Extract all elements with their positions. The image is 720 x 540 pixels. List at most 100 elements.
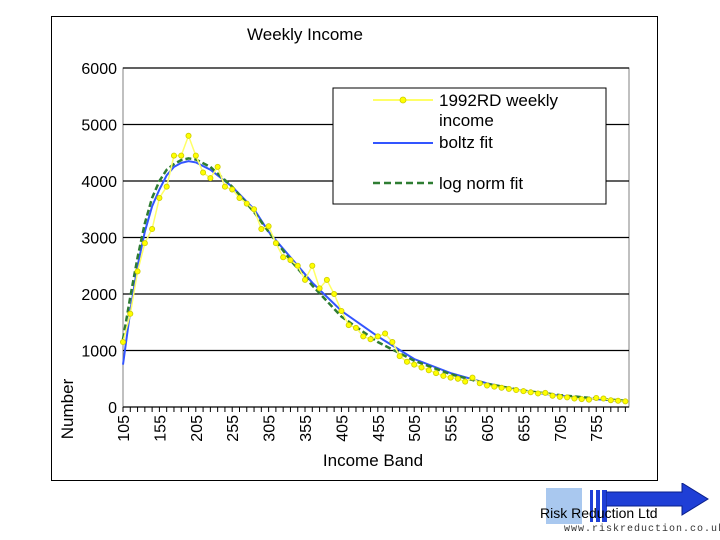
data-point <box>498 384 505 391</box>
data-point <box>520 388 527 395</box>
data-point <box>156 194 163 201</box>
data-point <box>491 383 498 390</box>
data-point <box>600 395 607 402</box>
data-point <box>534 390 541 397</box>
logo-square <box>546 488 582 524</box>
data-point <box>564 394 571 401</box>
data-point <box>622 398 629 405</box>
line-chart: 0 1000 2000 3000 4000 5000 6000 105 155 205 255 305… <box>58 25 630 470</box>
data-point <box>163 183 170 190</box>
data-point <box>556 393 563 400</box>
data-point <box>236 194 243 201</box>
data-point <box>425 367 432 374</box>
data-point <box>294 262 301 269</box>
x-tick-label: 355 <box>298 415 315 442</box>
data-point <box>345 322 352 329</box>
data-point <box>229 186 236 193</box>
data-point <box>265 223 272 230</box>
data-point <box>287 257 294 264</box>
data-point <box>302 276 309 283</box>
data-point <box>585 396 592 403</box>
data-point <box>360 333 367 340</box>
y-tick-label: 3000 <box>81 231 117 248</box>
data-point <box>484 382 491 389</box>
data-point <box>578 396 585 403</box>
arrow-right-icon[interactable] <box>606 483 710 523</box>
company-name: Risk Reduction Ltd <box>540 505 658 521</box>
x-tick-label: 255 <box>225 415 242 442</box>
data-point <box>382 330 389 337</box>
x-tick-label: 305 <box>262 415 279 442</box>
legend-marker <box>399 96 407 104</box>
y-tick-label: 0 <box>108 400 117 417</box>
data-point <box>476 380 483 387</box>
data-point <box>323 276 330 283</box>
data-point <box>374 333 381 340</box>
data-point <box>243 200 250 207</box>
data-point <box>549 392 556 399</box>
data-point <box>178 152 185 159</box>
data-point <box>185 132 192 139</box>
data-point <box>403 358 410 365</box>
data-point <box>447 374 454 381</box>
data-point <box>192 152 199 159</box>
data-point <box>469 374 476 381</box>
data-point <box>411 361 418 368</box>
data-point <box>505 385 512 392</box>
data-point <box>272 240 279 247</box>
logo-bars <box>590 490 607 522</box>
data-point <box>389 339 396 346</box>
data-point <box>352 324 359 331</box>
x-tick-label: 505 <box>407 415 424 442</box>
data-point <box>513 387 520 394</box>
x-tick-label: 655 <box>516 415 533 442</box>
series-line <box>122 133 626 403</box>
company-url: www.riskreduction.co.uk <box>564 524 720 535</box>
data-point <box>258 226 265 233</box>
y-tick-label: 2000 <box>81 287 117 304</box>
data-point <box>214 163 221 170</box>
y-tick-label: 6000 <box>81 61 117 78</box>
data-point <box>338 307 345 314</box>
legend-label: log norm fit <box>439 174 523 193</box>
x-tick-label: 455 <box>371 415 388 442</box>
data-point <box>462 378 469 385</box>
legend-label: boltz fit <box>439 133 493 152</box>
data-point <box>331 290 338 297</box>
y-tick-label: 1000 <box>81 344 117 361</box>
data-point <box>127 310 134 317</box>
x-tick-label: 705 <box>553 415 570 442</box>
legend-label: 1992RD weekly income <box>439 91 559 130</box>
chart-frame: 0 1000 2000 3000 4000 5000 6000 105 155 205 255 305… <box>51 16 658 481</box>
data-point <box>280 254 287 261</box>
data-point <box>170 152 177 159</box>
data-point <box>440 372 447 379</box>
data-point <box>418 364 425 371</box>
data-point <box>221 183 228 190</box>
x-tick-label: 555 <box>444 415 461 442</box>
data-point <box>433 370 440 377</box>
x-tick-label: 405 <box>334 415 351 442</box>
data-point <box>542 389 549 396</box>
data-point <box>396 353 403 360</box>
data-point <box>454 375 461 382</box>
x-tick-label: 205 <box>189 415 206 442</box>
data-point <box>207 175 214 182</box>
data-point <box>149 226 156 233</box>
data-point <box>309 262 316 269</box>
y-tick-label: 5000 <box>81 118 117 135</box>
data-point <box>120 339 127 346</box>
company-logo[interactable]: Risk Reduction Ltd www.riskreduction.co.… <box>540 482 720 540</box>
y-axis-label: Number <box>58 378 77 439</box>
x-tick-label: 755 <box>589 415 606 442</box>
x-axis-label: Income Band <box>323 451 423 470</box>
data-point <box>615 397 622 404</box>
chart-title: Weekly Income <box>247 25 363 44</box>
data-point <box>316 285 323 292</box>
data-point <box>607 397 614 404</box>
x-tick-label: 155 <box>152 415 169 442</box>
legend-box <box>332 87 607 205</box>
data-point <box>593 394 600 401</box>
data-point <box>367 336 374 343</box>
data-point <box>251 206 258 213</box>
